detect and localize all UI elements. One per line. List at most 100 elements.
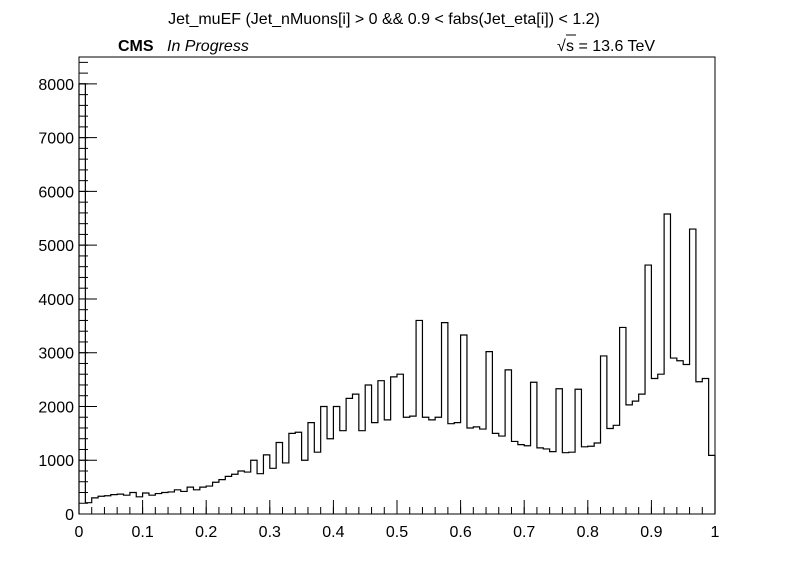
histogram-bin (104, 496, 110, 514)
histogram-bin (372, 423, 378, 514)
y-tick-label: 8000 (38, 77, 74, 94)
y-tick-label: 6000 (38, 184, 74, 201)
tick-labels: 0 0.1 0.2 0.3 0.4 0.5 0.6 0.7 0.8 0.9 1 0 1000 2000 30… (38, 77, 719, 541)
histogram-bin (251, 460, 257, 514)
histogram-bin (346, 398, 352, 514)
histogram-bin (98, 496, 104, 514)
histogram-bin (384, 420, 390, 514)
x-tick-label: 0.1 (131, 524, 153, 541)
y-tick-label: 0 (65, 507, 74, 524)
histogram-bin (193, 490, 199, 514)
histogram-bin (639, 394, 645, 514)
energy-value: s = 13.6 TeV (566, 38, 655, 55)
x-tick-label: 0.5 (386, 524, 408, 541)
histogram-bin (664, 214, 670, 514)
histogram-bin (365, 385, 371, 514)
y-tick-label: 5000 (38, 238, 74, 255)
histogram-bin (257, 474, 263, 514)
histogram-bin (575, 389, 581, 514)
histogram-bin (340, 431, 346, 514)
histogram-bin (461, 335, 467, 514)
histogram-bin (537, 448, 543, 514)
histogram-bin (702, 379, 708, 514)
histogram-bin (435, 417, 441, 514)
cms-label: CMS (118, 38, 154, 55)
x-tick-label: 1 (711, 524, 720, 541)
histogram-bin (391, 377, 397, 514)
histogram-bin (136, 497, 142, 514)
histogram-bin (308, 423, 314, 514)
histogram-bin (276, 442, 282, 514)
histogram-bin (117, 494, 123, 514)
histogram-bin (562, 453, 568, 514)
histogram-bin (302, 460, 308, 514)
histogram-bin (155, 494, 161, 514)
x-tick-label: 0.7 (513, 524, 535, 541)
histogram-bin (524, 446, 530, 514)
histogram-bin (569, 452, 575, 514)
histogram-bin (594, 443, 600, 514)
histogram-bin (403, 417, 409, 514)
chart-title: Jet_muEF (Jet_nMuons[i] > 0 && 0.9 < fab… (168, 11, 600, 28)
histogram-bin (168, 492, 174, 514)
histogram-bin (505, 370, 511, 514)
histogram-bin (677, 361, 683, 514)
histogram-bin (422, 417, 428, 514)
histogram-bin (295, 432, 301, 514)
histogram-bin (263, 455, 269, 514)
histogram-bin (410, 416, 416, 514)
histogram-bin (314, 452, 320, 514)
histogram-bin (492, 433, 498, 514)
histogram-bins (79, 84, 715, 514)
histogram-bin (270, 468, 276, 514)
histogram-bin (416, 320, 422, 514)
histogram-bin (632, 401, 638, 514)
x-tick-label: 0.9 (640, 524, 662, 541)
histogram-bin (327, 439, 333, 514)
histogram-bin (244, 472, 250, 514)
histogram-bin (645, 265, 651, 514)
histogram-bin (219, 480, 225, 514)
histogram-bin (92, 498, 98, 514)
histogram-outline (78, 83, 716, 514)
axis-ticks (78, 61, 716, 515)
histogram-bin (200, 487, 206, 514)
histogram-bin (486, 352, 492, 514)
plot-frame (78, 56, 716, 515)
x-tick-label: 0.6 (449, 524, 471, 541)
histogram-bin (550, 452, 556, 514)
histogram-bin (696, 382, 702, 514)
x-tick-label: 0.2 (195, 524, 217, 541)
histogram-bin (149, 495, 155, 514)
histogram-bin (601, 356, 607, 514)
histogram-bin (397, 374, 403, 514)
histogram-bin (670, 358, 676, 514)
histogram-bin (658, 374, 664, 514)
histogram-bin (429, 420, 435, 514)
histogram-bin (352, 394, 358, 514)
histogram-bin (85, 503, 91, 514)
histogram-bin (359, 431, 365, 514)
x-tick-label: 0.8 (577, 524, 599, 541)
histogram-bin (651, 379, 657, 514)
histogram-bin (321, 406, 327, 514)
histogram-bin (174, 490, 180, 514)
y-tick-label: 1000 (38, 453, 74, 470)
y-tick-label: 7000 (38, 131, 74, 148)
y-tick-label: 3000 (38, 346, 74, 363)
histogram-bin (162, 492, 168, 514)
histogram-bin (232, 474, 238, 514)
histogram-bin (124, 495, 130, 514)
histogram-bin (283, 463, 289, 514)
histogram-bin (206, 486, 212, 514)
histogram-bin (626, 405, 632, 514)
histogram-bin (473, 427, 479, 514)
histogram-bin (480, 429, 486, 514)
histogram-bin (531, 382, 537, 514)
histogram-bin (143, 493, 149, 514)
energy-label: √ s = 13.6 TeV (557, 34, 655, 55)
histogram-bin (709, 455, 715, 514)
histogram-bin (442, 323, 448, 514)
histogram-bin (543, 449, 549, 514)
